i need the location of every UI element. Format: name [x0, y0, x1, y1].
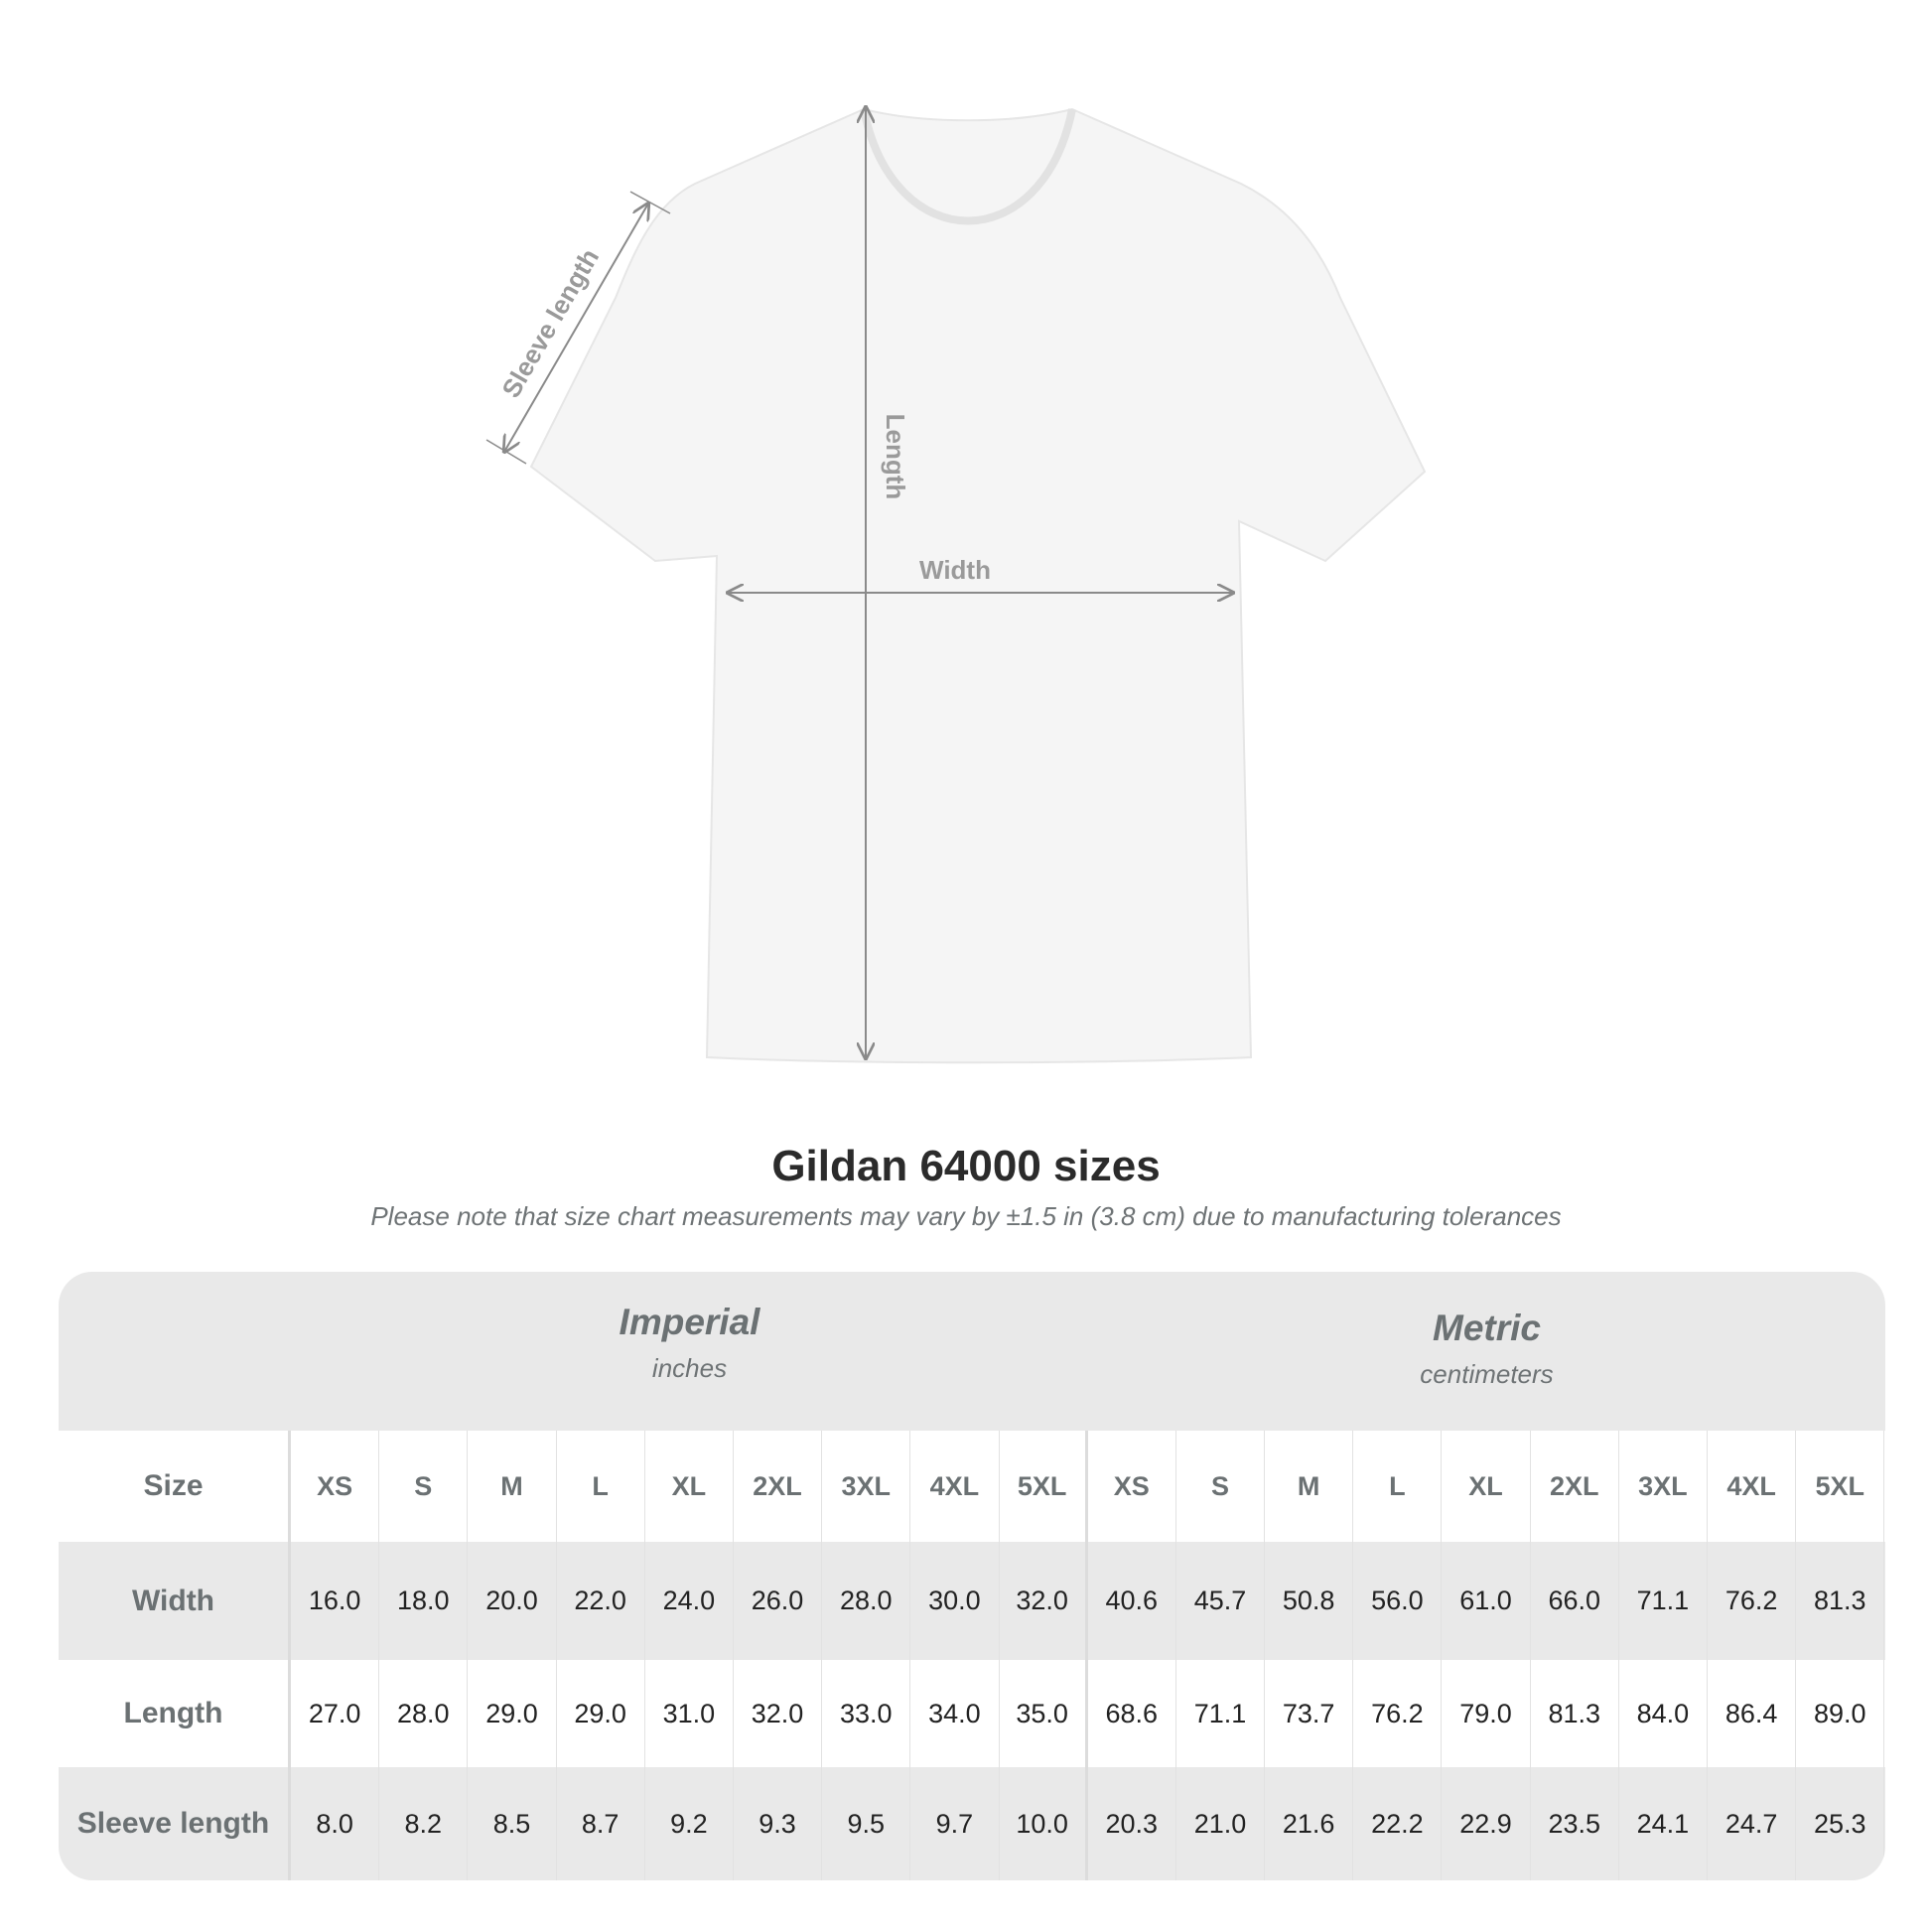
table-cell: 9.5: [822, 1767, 911, 1880]
row-label: Sleeve length: [59, 1767, 291, 1880]
table-cell: 76.2: [1353, 1660, 1443, 1767]
table-cell: 89.0: [1796, 1660, 1885, 1767]
size-header-cell: 4XL: [910, 1431, 1000, 1542]
table-cell: 35.0: [1000, 1660, 1088, 1767]
size-header-cell: XS: [1088, 1431, 1176, 1542]
table-cell: 76.2: [1708, 1542, 1797, 1660]
size-header-cell: XS: [291, 1431, 380, 1542]
table-cell: 31.0: [645, 1660, 734, 1767]
table-cell: 9.3: [734, 1767, 823, 1880]
size-header-cell: L: [557, 1431, 645, 1542]
table-cell: 56.0: [1353, 1542, 1443, 1660]
table-cell: 28.0: [379, 1660, 469, 1767]
width-label: Width: [919, 555, 991, 585]
table-cell: 32.0: [1000, 1542, 1088, 1660]
table-cell: 79.0: [1442, 1660, 1531, 1767]
table-cell: 71.1: [1176, 1660, 1266, 1767]
table-cell: 10.0: [1000, 1767, 1088, 1880]
table-cell: 20.3: [1088, 1767, 1176, 1880]
table-cell: 21.6: [1265, 1767, 1354, 1880]
table-cell: 68.6: [1088, 1660, 1176, 1767]
table-cell: 25.3: [1796, 1767, 1885, 1880]
size-header-cell: 3XL: [1619, 1431, 1708, 1542]
size-header-cell: S: [379, 1431, 469, 1542]
table-cell: 66.0: [1531, 1542, 1619, 1660]
size-header-cell: 2XL: [1531, 1431, 1619, 1542]
table-cell: 9.7: [910, 1767, 1000, 1880]
table-row: Length 27.0 28.0 29.0 29.0 31.0 32.0 33.0 34.0 35…: [59, 1660, 1885, 1767]
table-cell: 32.0: [734, 1660, 823, 1767]
table-cell: 33.0: [822, 1660, 911, 1767]
size-header-cell: 2XL: [734, 1431, 823, 1542]
imperial-header: Imperial inches: [619, 1302, 760, 1383]
row-label: Size: [59, 1431, 291, 1542]
sleeve-arrow: [504, 204, 648, 452]
tshirt-diagram: Sleeve length Length Width: [485, 0, 1427, 1064]
table-cell: 34.0: [910, 1660, 1000, 1767]
page-title: Gildan 64000 sizes: [771, 1142, 1161, 1190]
tolerance-note: Please note that size chart measurements…: [370, 1201, 1562, 1231]
table-cell: 86.4: [1708, 1660, 1797, 1767]
size-header-cell: 5XL: [1000, 1431, 1088, 1542]
size-row: Size XS S M L XL 2XL 3XL 4XL 5XL XS S M L XL 2XL 3XL 4XL 5…: [59, 1431, 1885, 1542]
size-header-cell: 3XL: [822, 1431, 911, 1542]
table-cell: 40.6: [1088, 1542, 1176, 1660]
table-cell: 45.7: [1176, 1542, 1266, 1660]
table-cell: 8.2: [379, 1767, 469, 1880]
table-cell: 18.0: [379, 1542, 469, 1660]
table-cell: 8.7: [557, 1767, 645, 1880]
size-table: Imperial inches Metric centimeters Size X…: [59, 1272, 1885, 1880]
size-header-cell: XL: [1442, 1431, 1531, 1542]
row-label: Length: [59, 1660, 291, 1767]
table-cell: 81.3: [1796, 1542, 1885, 1660]
table-cell: 8.5: [468, 1767, 557, 1880]
table-cell: 20.0: [468, 1542, 557, 1660]
row-label: Width: [59, 1542, 291, 1660]
table-cell: 61.0: [1442, 1542, 1531, 1660]
size-header-cell: L: [1353, 1431, 1443, 1542]
metric-header: Metric centimeters: [1420, 1308, 1554, 1389]
table-cell: 8.0: [291, 1767, 380, 1880]
table-cell: 21.0: [1176, 1767, 1266, 1880]
table-cell: 24.0: [645, 1542, 734, 1660]
size-header-cell: M: [1265, 1431, 1354, 1542]
table-cell: 24.1: [1619, 1767, 1708, 1880]
size-header-cell: S: [1176, 1431, 1266, 1542]
table-cell: 71.1: [1619, 1542, 1708, 1660]
table-row: Sleeve length 8.0 8.2 8.5 8.7 9.2 9.3 9.5 9.7 10.…: [59, 1767, 1885, 1880]
table-cell: 22.9: [1442, 1767, 1531, 1880]
size-header-cell: 4XL: [1708, 1431, 1797, 1542]
tshirt-shape: [529, 107, 1427, 1064]
table-cell: 27.0: [291, 1660, 380, 1767]
size-header-cell: 5XL: [1796, 1431, 1885, 1542]
table-cell: 24.7: [1708, 1767, 1797, 1880]
table-cell: 84.0: [1619, 1660, 1708, 1767]
table-cell: 81.3: [1531, 1660, 1619, 1767]
table-cell: 50.8: [1265, 1542, 1354, 1660]
table-cell: 29.0: [557, 1660, 645, 1767]
collar: [860, 108, 1076, 225]
table-cell: 30.0: [910, 1542, 1000, 1660]
size-header-cell: XL: [645, 1431, 734, 1542]
table-cell: 26.0: [734, 1542, 823, 1660]
table-cell: 28.0: [822, 1542, 911, 1660]
table-cell: 23.5: [1531, 1767, 1619, 1880]
table-row: Width 16.0 18.0 20.0 22.0 24.0 26.0 28.0 30.0 32.…: [59, 1542, 1885, 1660]
table-cell: 22.2: [1353, 1767, 1443, 1880]
header-band: [59, 1272, 1885, 1431]
size-header-cell: M: [468, 1431, 557, 1542]
table-cell: 22.0: [557, 1542, 645, 1660]
table-cell: 16.0: [291, 1542, 380, 1660]
table-cell: 29.0: [468, 1660, 557, 1767]
table-cell: 73.7: [1265, 1660, 1354, 1767]
length-label: Length: [881, 414, 910, 500]
table-cell: 9.2: [645, 1767, 734, 1880]
